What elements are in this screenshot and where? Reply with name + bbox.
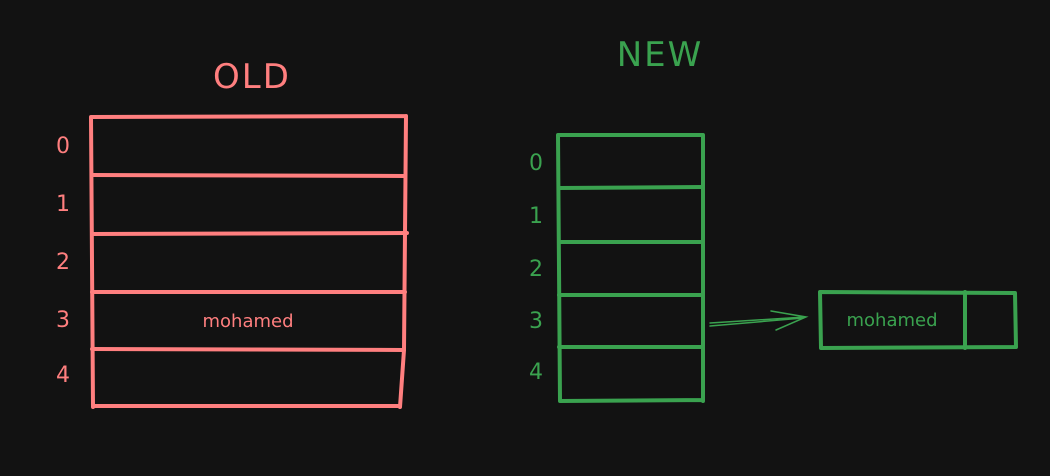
old-row-divider [90,173,407,178]
new-index-1: 1 [529,204,543,229]
old-index-3: 3 [56,308,70,333]
arrow-shaft [709,317,804,327]
old-table [89,114,409,409]
old-row-divider [90,231,409,236]
new-table-outline [556,133,705,403]
arrow-head [770,310,809,331]
new-index-0: 0 [529,151,543,176]
old-table-outline [89,114,408,409]
old-cell-value: mohamed [202,311,293,332]
pointer-arrow [709,310,809,331]
new-title: NEW [617,35,704,75]
old-index-1: 1 [56,192,70,217]
old-title: OLD [213,57,291,97]
new-index-2: 2 [529,257,543,282]
node-box [818,290,1018,350]
arrow-shaft [709,316,806,324]
new-table [556,133,705,403]
node-value: mohamed [846,310,937,331]
old-index-4: 4 [56,363,70,388]
linked-node [818,290,1018,350]
new-index-3: 3 [529,309,543,334]
old-index-2: 2 [56,250,70,275]
new-index-4: 4 [529,360,543,385]
old-row-divider [90,347,406,352]
new-row-divider [557,185,705,190]
old-index-0: 0 [56,134,70,159]
